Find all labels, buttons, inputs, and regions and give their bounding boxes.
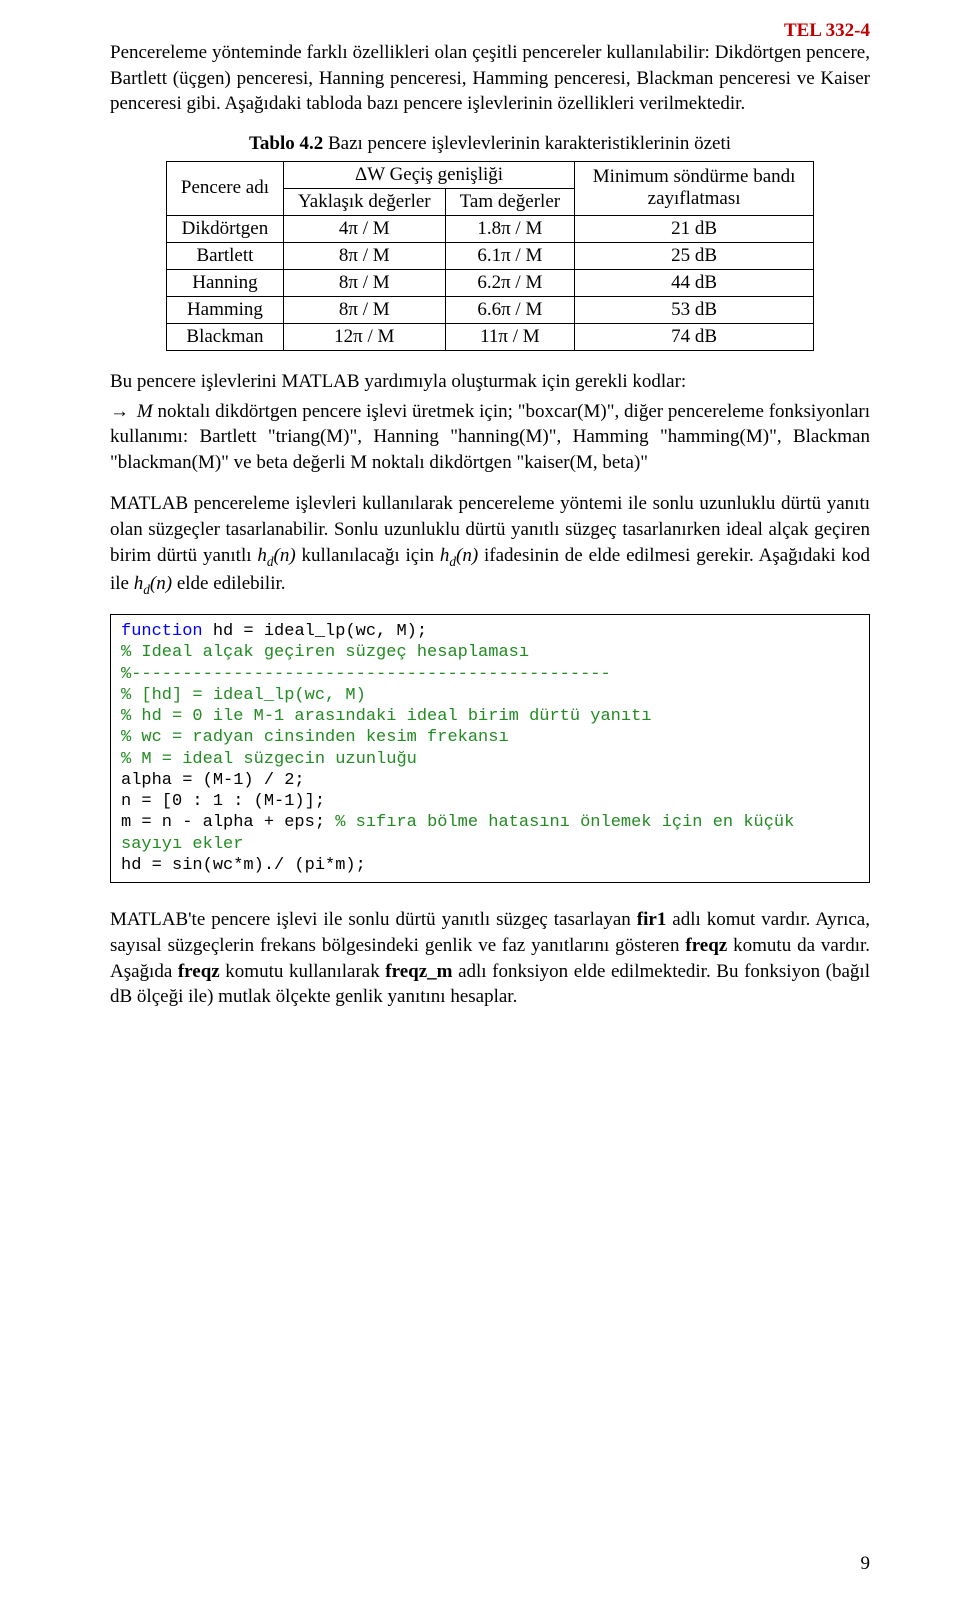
th-atten: Minimum söndürme bandı zayıflatması xyxy=(575,161,814,215)
bullet-m: M xyxy=(137,401,153,422)
table-caption-rest: Bazı pencere işlevlevlerinin karakterist… xyxy=(323,133,731,154)
th-name: Pencere adı xyxy=(166,161,283,215)
table-caption: Tablo 4.2 Bazı pencere işlevlevlerinin k… xyxy=(110,133,870,155)
th-sub1: Yaklaşık değerler xyxy=(283,188,445,215)
code-comment: % Ideal alçak geçiren süzgeç hesaplaması xyxy=(121,643,529,662)
code-text: n = [0 : 1 : (M-1)]; xyxy=(121,792,325,811)
cell-name: Blackman xyxy=(166,323,283,350)
cell-name: Hamming xyxy=(166,296,283,323)
final-paragraph: MATLAB'te pencere işlevi ile sonlu dürtü… xyxy=(110,907,870,1010)
bullet-paragraph: → M noktalı dikdörtgen pencere işlevi ür… xyxy=(110,399,870,476)
code-comment: % wc = radyan cinsinden kesim frekansı xyxy=(121,728,509,747)
th-group: ΔW Geçiş genişliği xyxy=(283,161,574,188)
code-text: hd = sin(wc*m)./ (pi*m); xyxy=(121,856,366,875)
cell-approx: 8π / M xyxy=(283,296,445,323)
code-text: hd = ideal_lp(wc, M); xyxy=(203,622,427,641)
code-kw: function xyxy=(121,622,203,641)
cell-exact: 1.8π / M xyxy=(445,215,574,242)
table-caption-bold: Tablo 4.2 xyxy=(249,133,323,154)
mp2: kullanılacağı için xyxy=(296,545,440,566)
after-table-line: Bu pencere işlevlerini MATLAB yardımıyla… xyxy=(110,369,870,395)
cell-approx: 12π / M xyxy=(283,323,445,350)
cell-approx: 8π / M xyxy=(283,269,445,296)
page-number: 9 xyxy=(861,1553,871,1575)
code-comment: % M = ideal süzgecin uzunluğu xyxy=(121,750,417,769)
table-row: Bartlett 8π / M 6.1π / M 25 dB xyxy=(166,242,813,269)
cell-atten: 21 dB xyxy=(575,215,814,242)
cell-atten: 44 dB xyxy=(575,269,814,296)
cell-atten: 53 dB xyxy=(575,296,814,323)
cell-exact: 6.2π / M xyxy=(445,269,574,296)
cell-atten: 74 dB xyxy=(575,323,814,350)
bullet-text: noktalı dikdörtgen pencere işlevi üretme… xyxy=(110,401,870,473)
table-row: Hanning 8π / M 6.2π / M 44 dB xyxy=(166,269,813,296)
course-code: TEL 332-4 xyxy=(784,20,870,42)
cell-name: Dikdörtgen xyxy=(166,215,283,242)
cell-exact: 6.1π / M xyxy=(445,242,574,269)
table-row: Blackman 12π / M 11π / M 74 dB xyxy=(166,323,813,350)
code-box: function hd = ideal_lp(wc, M); % Ideal a… xyxy=(110,614,870,883)
hd1: hd(n) xyxy=(257,545,295,566)
code-comment: % sıfıra bölme hatasını önlemek için en … xyxy=(335,813,794,832)
code-text: alpha = (M-1) / 2; xyxy=(121,771,305,790)
cell-exact: 11π / M xyxy=(445,323,574,350)
matlab-paragraph: MATLAB pencereleme işlevleri kullanılara… xyxy=(110,491,870,598)
window-table: Pencere adı ΔW Geçiş genişliği Minimum s… xyxy=(166,161,814,351)
code-comment: sayıyı ekler xyxy=(121,835,243,854)
cell-name: Hanning xyxy=(166,269,283,296)
code-comment: % hd = 0 ile M-1 arasındaki ideal birim … xyxy=(121,707,652,726)
code-comment: % [hd] = ideal_lp(wc, M) xyxy=(121,686,366,705)
intro-paragraph: Pencereleme yönteminde farklı özellikler… xyxy=(110,40,870,117)
cell-name: Bartlett xyxy=(166,242,283,269)
code-comment: %---------------------------------------… xyxy=(121,665,611,684)
cell-approx: 8π / M xyxy=(283,242,445,269)
hd2: hd(n) xyxy=(440,545,478,566)
cell-approx: 4π / M xyxy=(283,215,445,242)
hd3: hd(n) xyxy=(134,573,172,594)
table-row: Dikdörtgen 4π / M 1.8π / M 21 dB xyxy=(166,215,813,242)
mp4: elde edilebilir. xyxy=(172,573,285,594)
arrow-icon: → xyxy=(110,399,132,425)
cell-atten: 25 dB xyxy=(575,242,814,269)
cell-exact: 6.6π / M xyxy=(445,296,574,323)
code-text: m = n - alpha + eps; xyxy=(121,813,335,832)
th-sub2: Tam değerler xyxy=(445,188,574,215)
table-row: Hamming 8π / M 6.6π / M 53 dB xyxy=(166,296,813,323)
